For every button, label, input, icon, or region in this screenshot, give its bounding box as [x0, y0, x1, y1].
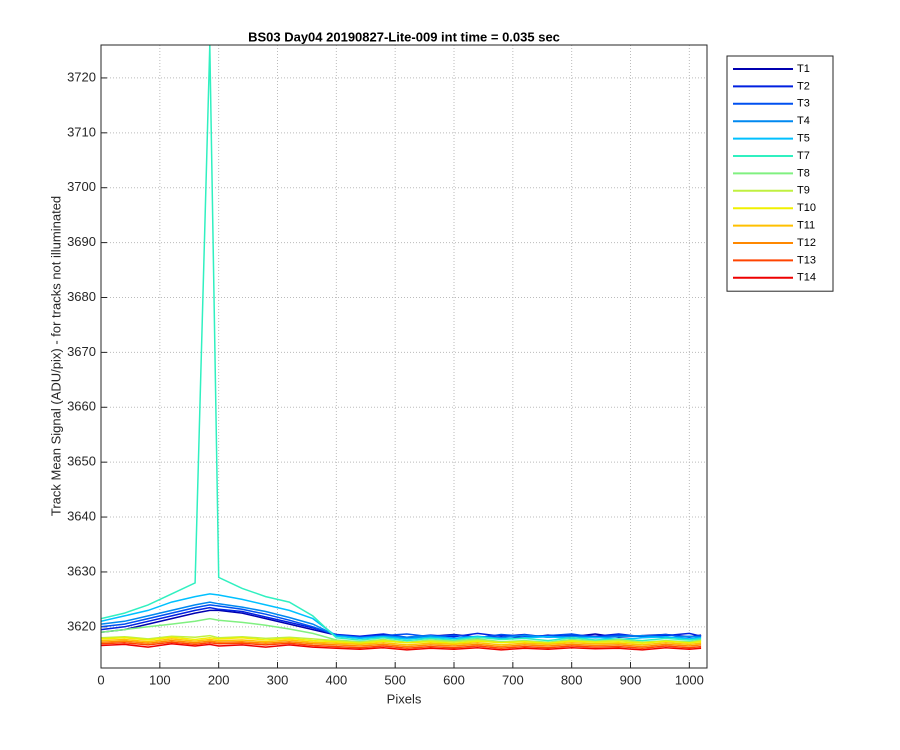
y-tick-label: 3620: [67, 618, 96, 633]
y-tick-label: 3650: [67, 454, 96, 469]
legend-label: T13: [797, 254, 816, 266]
series-line: [101, 638, 702, 646]
legend-label: T7: [797, 150, 810, 162]
legend-label: T1: [797, 63, 810, 75]
y-tick-label: 3630: [67, 563, 96, 578]
x-axis-label: Pixels: [387, 691, 422, 706]
x-tick-label: 700: [502, 672, 524, 687]
series-line: [101, 641, 702, 649]
legend-label: T3: [797, 98, 810, 110]
x-tick-label: 0: [97, 672, 104, 687]
legend-label: T9: [797, 185, 810, 197]
x-tick-label: 400: [325, 672, 347, 687]
y-tick-label: 3710: [67, 124, 96, 139]
y-tick-label: 3700: [67, 179, 96, 194]
chart-title: BS03 Day04 20190827-Lite-009 int time = …: [248, 29, 560, 44]
y-axis-label: Track Mean Signal (ADU/pix) - for tracks…: [48, 196, 63, 516]
y-tick-label: 3660: [67, 399, 96, 414]
x-tick-label: 900: [620, 672, 642, 687]
legend-label: T10: [797, 202, 816, 214]
x-tick-label: 100: [149, 672, 171, 687]
series-line: [101, 636, 702, 645]
series-line: [101, 45, 702, 642]
x-tick-label: 200: [208, 672, 230, 687]
series-line: [101, 639, 702, 648]
legend-label: T14: [797, 272, 816, 284]
series-line: [101, 606, 702, 639]
y-tick-label: 3670: [67, 344, 96, 359]
x-tick-label: 300: [267, 672, 289, 687]
y-tick-label: 3690: [67, 234, 96, 249]
legend: T1 T2 T3 T4 T5 T7 T8 T9 T10 T11 T12 T13 T14: [726, 55, 834, 292]
y-tick-label: 3640: [67, 508, 96, 523]
x-tick-label: 600: [443, 672, 465, 687]
y-tick-label: 3720: [67, 69, 96, 84]
legend-label: T4: [797, 115, 810, 127]
series-line: [101, 601, 702, 640]
series-line: [101, 593, 702, 641]
legend-label: T8: [797, 167, 810, 179]
legend-label: T12: [797, 237, 816, 249]
legend-label: T11: [797, 220, 815, 232]
plot-frame: [100, 44, 708, 669]
series-line: [101, 604, 702, 639]
x-tick-label: 1000: [675, 672, 704, 687]
legend-label: T2: [797, 80, 810, 92]
series-line: [101, 643, 702, 651]
plot-area: 3620 3630 3640 3650 3660 3670 3680 3690 3700 3710…: [67, 44, 708, 687]
x-tick-label: 500: [384, 672, 406, 687]
x-tick-label: 800: [561, 672, 583, 687]
legend-label: T5: [797, 133, 810, 145]
y-tick-label: 3680: [67, 289, 96, 304]
